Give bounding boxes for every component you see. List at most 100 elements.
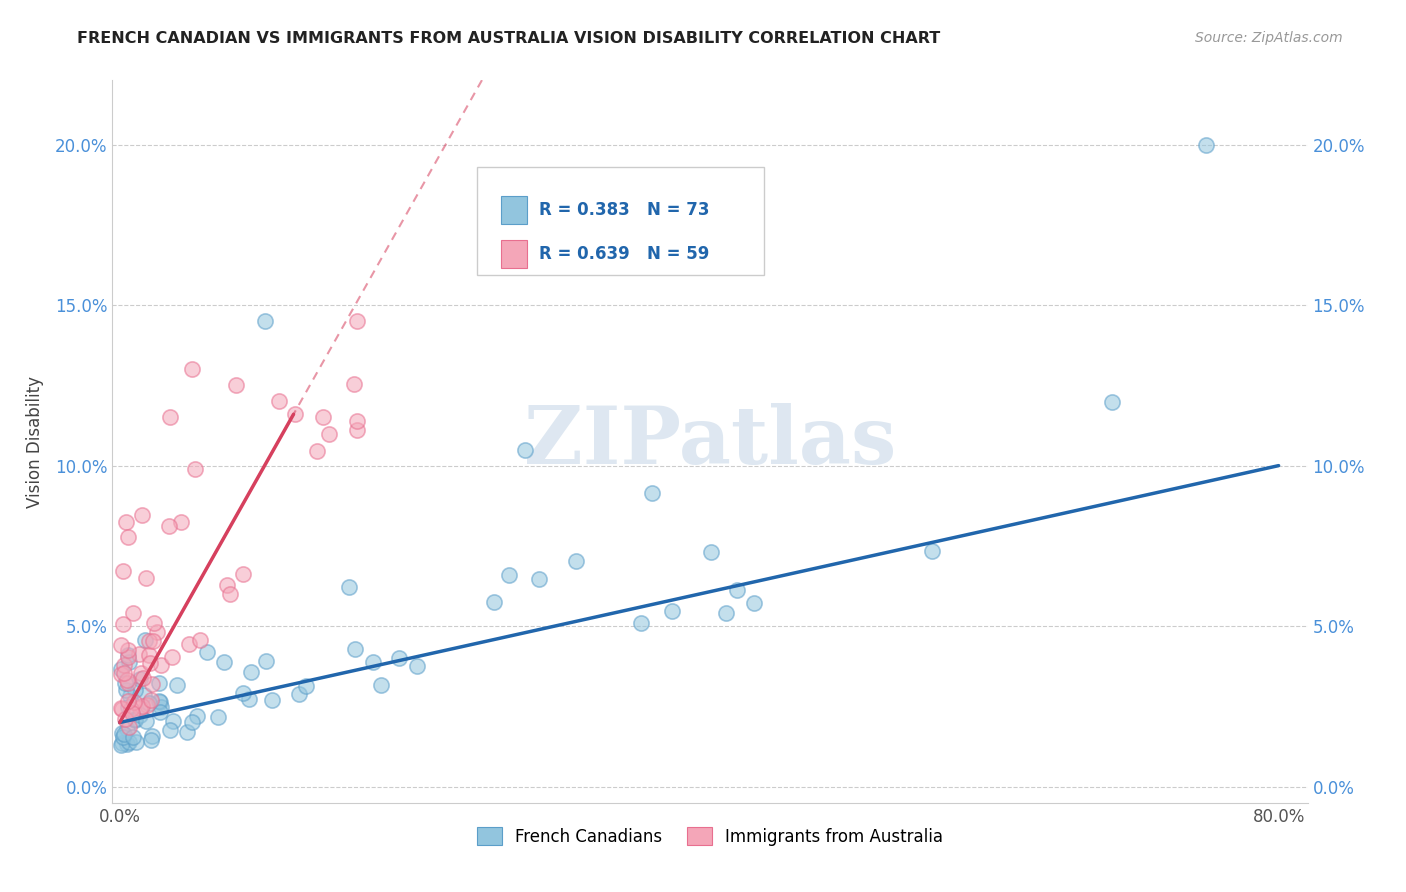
Point <box>138 648 160 662</box>
Point <box>139 733 162 747</box>
Point <box>717 250 740 264</box>
Point <box>111 702 134 716</box>
Point <box>361 655 384 669</box>
Point <box>111 736 134 750</box>
Point <box>112 727 135 741</box>
Point <box>139 692 162 706</box>
Point <box>699 544 721 558</box>
Point <box>121 731 143 745</box>
Point <box>138 634 160 648</box>
Point <box>110 662 132 676</box>
Point <box>176 725 198 739</box>
FancyBboxPatch shape <box>477 167 763 276</box>
Point <box>232 686 254 700</box>
Point <box>543 218 565 232</box>
Point <box>134 633 156 648</box>
Point <box>117 700 139 714</box>
Point <box>118 720 141 734</box>
Point <box>110 739 132 753</box>
Point <box>370 678 392 692</box>
FancyBboxPatch shape <box>501 196 527 224</box>
Point <box>117 649 139 664</box>
Point <box>288 687 311 701</box>
Point <box>225 378 247 392</box>
Point <box>117 655 139 669</box>
Point <box>343 642 366 657</box>
Point <box>117 642 139 657</box>
Point <box>294 679 316 693</box>
Point <box>141 729 163 743</box>
Point <box>641 485 664 500</box>
Legend: French Canadians, Immigrants from Australia: French Canadians, Immigrants from Austra… <box>470 821 950 852</box>
Point <box>135 571 157 585</box>
Point <box>1101 394 1123 409</box>
Point <box>114 676 136 690</box>
Point <box>160 650 183 665</box>
Point <box>180 715 202 730</box>
Point <box>142 615 165 630</box>
Point <box>157 519 180 533</box>
Point <box>122 695 145 709</box>
Point <box>141 634 163 648</box>
Point <box>149 695 172 709</box>
Point <box>716 607 738 621</box>
Point <box>138 696 160 710</box>
Point <box>117 648 139 662</box>
Point <box>515 442 537 457</box>
Point <box>136 698 159 712</box>
Point <box>253 314 276 328</box>
Point <box>921 543 943 558</box>
Point <box>260 693 283 707</box>
Point <box>128 647 150 661</box>
Point <box>565 554 588 568</box>
Point <box>129 700 152 714</box>
Point <box>115 683 138 698</box>
Point <box>124 713 146 727</box>
Point <box>111 726 134 740</box>
Point <box>131 508 153 523</box>
Point <box>169 515 191 529</box>
Point <box>117 694 139 708</box>
Point <box>115 737 138 751</box>
Point <box>498 567 520 582</box>
Text: R = 0.639   N = 59: R = 0.639 N = 59 <box>538 245 710 263</box>
Point <box>111 617 134 632</box>
Point <box>238 692 260 706</box>
Point <box>188 632 211 647</box>
Point <box>148 693 170 707</box>
Y-axis label: Vision Disability: Vision Disability <box>25 376 44 508</box>
Point <box>212 656 235 670</box>
Point <box>388 651 411 665</box>
Point <box>117 530 139 544</box>
Text: R = 0.383   N = 73: R = 0.383 N = 73 <box>538 201 710 219</box>
Point <box>318 427 340 442</box>
Point <box>128 708 150 723</box>
Point <box>141 676 163 690</box>
Point <box>482 595 505 609</box>
Point <box>183 462 205 476</box>
Point <box>195 645 218 659</box>
Point <box>139 656 162 670</box>
Point <box>148 675 170 690</box>
Point <box>115 723 138 737</box>
Point <box>117 676 139 690</box>
Point <box>132 671 155 685</box>
Point <box>725 582 748 597</box>
Point <box>267 394 290 409</box>
Point <box>159 723 181 738</box>
Point <box>129 672 152 686</box>
Point <box>1195 137 1218 152</box>
Point <box>166 678 188 692</box>
Point <box>120 702 142 716</box>
Point <box>181 362 204 376</box>
Point <box>134 688 156 702</box>
Text: Source: ZipAtlas.com: Source: ZipAtlas.com <box>1195 31 1343 45</box>
Text: FRENCH CANADIAN VS IMMIGRANTS FROM AUSTRALIA VISION DISABILITY CORRELATION CHART: FRENCH CANADIAN VS IMMIGRANTS FROM AUSTR… <box>77 31 941 46</box>
Point <box>406 659 429 673</box>
Point <box>121 706 143 720</box>
Point <box>129 665 152 680</box>
Point <box>337 580 360 594</box>
Point <box>742 596 765 610</box>
Point <box>159 410 181 425</box>
Point <box>527 573 550 587</box>
